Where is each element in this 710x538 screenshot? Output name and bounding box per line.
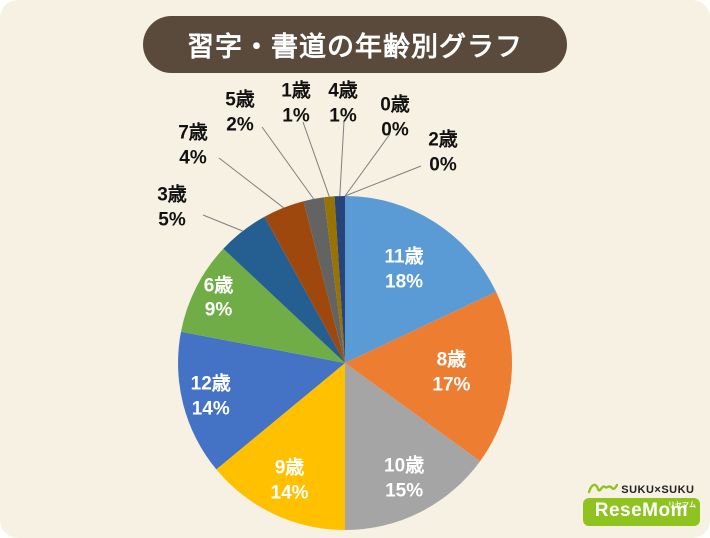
pie-slice-4歳 (334, 195, 345, 363)
sukusuku-row: SUKU×SUKU (583, 481, 700, 496)
leader-line-7歳 (218, 157, 284, 209)
chart-title: 習字・書道の年齢別グラフ (187, 32, 523, 62)
leader-line-0歳 (344, 133, 391, 197)
leader-line-1歳 (302, 121, 330, 197)
resemom-brand-text: ReseMom (594, 500, 688, 521)
resemom-brand-sub: リセマム (668, 502, 696, 509)
leader-line-5歳 (261, 126, 315, 200)
scribble-icon (588, 483, 619, 494)
pie-slice-6歳 (181, 248, 345, 363)
pie-slice-10歳 (345, 363, 481, 530)
resemom-badge: ReseMom リセマム (582, 498, 700, 526)
chart-title-banner: 習字・書道の年齢別グラフ (143, 16, 567, 73)
pie-slice-12歳 (178, 331, 345, 470)
sukusuku-text: SUKU×SUKU (621, 484, 695, 496)
pie-slice-5歳 (303, 197, 345, 363)
pie-slice-9歳 (216, 363, 345, 530)
pie-slice-7歳 (264, 201, 345, 363)
leader-line-4歳 (339, 120, 345, 197)
pie-slice-11歳 (345, 196, 497, 363)
resemom-logo: SUKU×SUKU ReseMom リセマム (582, 481, 700, 526)
leader-line-3歳 (202, 214, 243, 232)
pie-slice-8歳 (345, 291, 513, 462)
leader-line-2歳 (344, 165, 422, 197)
pie-slice-3歳 (223, 216, 345, 363)
pie-slice-1歳 (324, 196, 345, 363)
